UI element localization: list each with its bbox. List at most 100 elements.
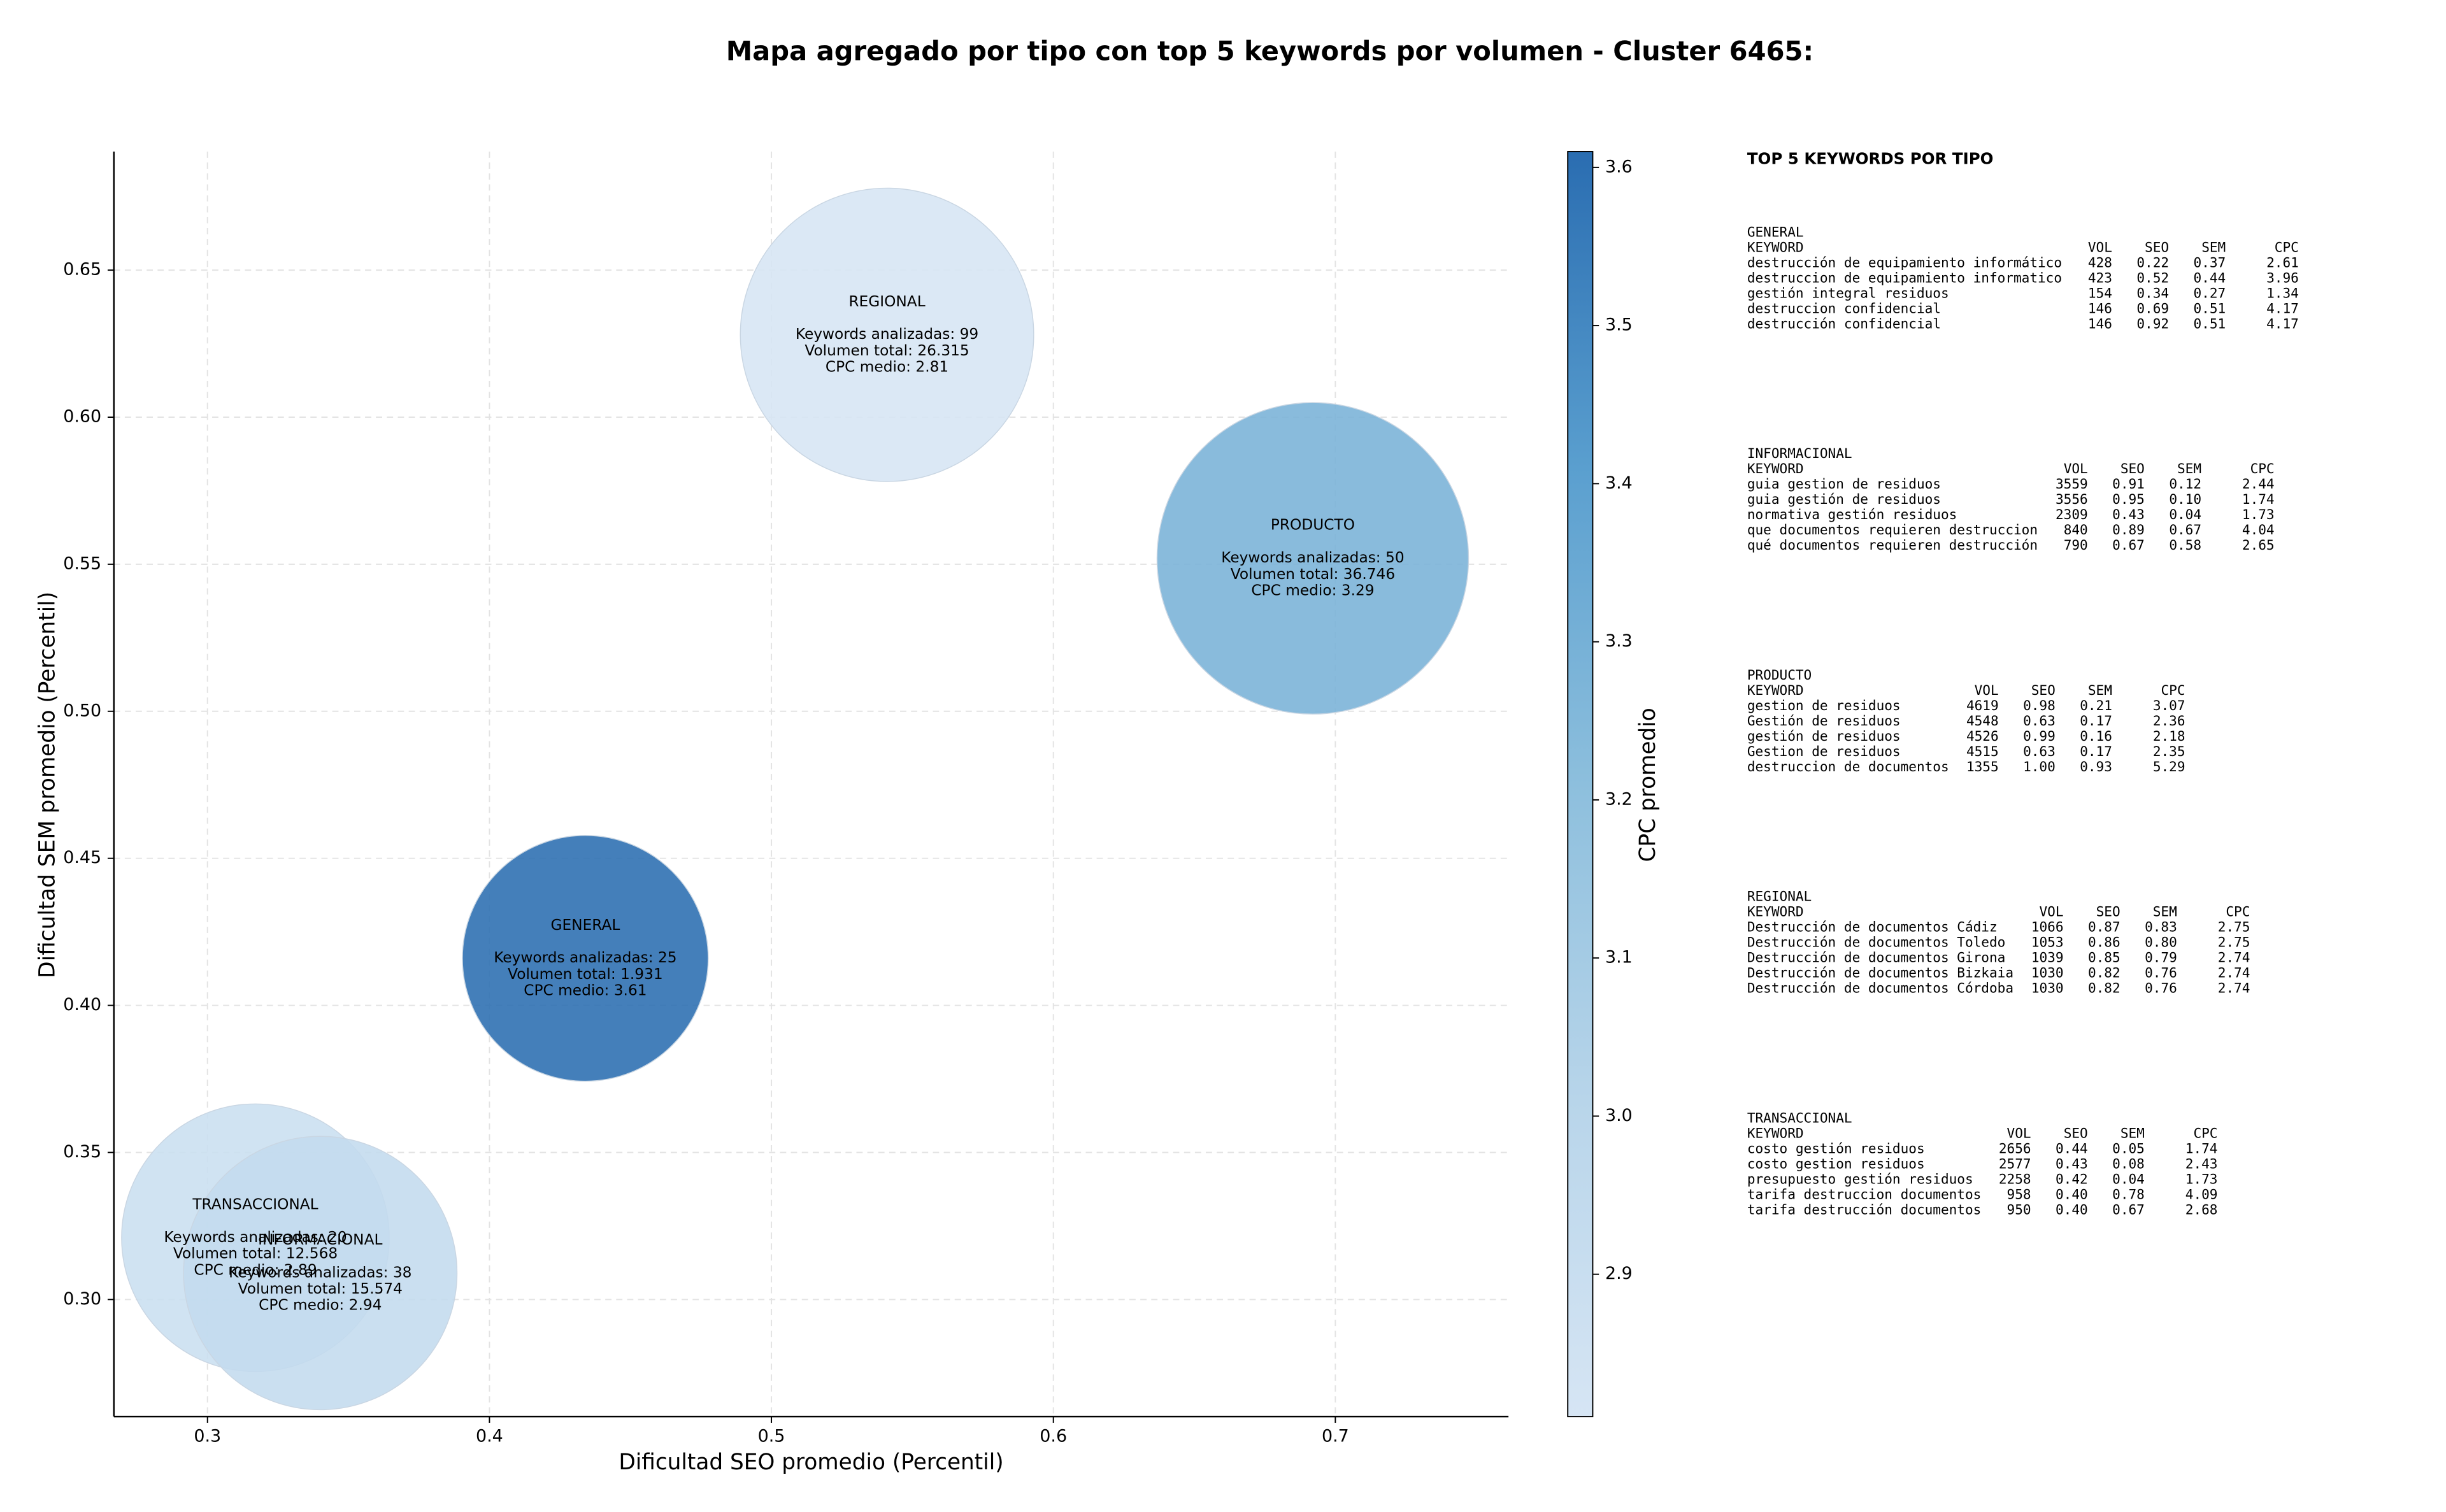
table-header: VOL xyxy=(2007,1125,2031,1141)
table-cell: 0.95 xyxy=(2112,491,2145,507)
table-cell: 2.74 xyxy=(2218,965,2250,981)
table-cell: Destrucción de documentos Cádiz xyxy=(1747,919,1998,935)
table-cell: destrucción confidencial xyxy=(1747,315,1941,331)
y-axis-label: Dificultad SEM promedio (Percentil) xyxy=(34,592,60,978)
table-cell: 5.29 xyxy=(2153,759,2185,774)
group-name: TRANSACCIONAL xyxy=(1747,1109,1852,1125)
table-cell: 0.93 xyxy=(2080,759,2112,774)
table-cell: 1.74 xyxy=(2185,1140,2218,1156)
table-cell: 0.76 xyxy=(2145,980,2177,996)
x-axis-label: Dificultad SEO promedio (Percentil) xyxy=(619,1450,1003,1475)
table-cell: 0.79 xyxy=(2145,950,2177,966)
y-tick-label: 0.65 xyxy=(63,260,101,280)
table-header: SEM xyxy=(2153,904,2177,920)
bubble xyxy=(740,187,1034,482)
table-cell: que documentos requieren destruccion xyxy=(1747,522,2038,538)
table-cell: 1.73 xyxy=(2242,506,2275,522)
table-cell: 2577 xyxy=(1999,1155,2031,1171)
colorbar-tick-label: 3.1 xyxy=(1605,948,1633,967)
table-cell: 0.67 xyxy=(2169,522,2201,538)
table-cell: 1030 xyxy=(2031,965,2064,981)
table-cell: 0.51 xyxy=(2194,315,2226,331)
table-cell: 1.74 xyxy=(2242,491,2275,507)
table-cell: Destrucción de documentos Córdoba xyxy=(1747,980,2013,996)
table-cell: 0.17 xyxy=(2080,713,2112,729)
bubble-annotation: Keywords analizadas: 38 xyxy=(229,1264,411,1281)
bubble-annotation: Keywords analizadas: 25 xyxy=(494,949,676,966)
table-cell: 4619 xyxy=(1966,697,1999,713)
table-header: KEYWORD xyxy=(1747,239,1804,255)
table-cell: guia gestión de residuos xyxy=(1747,491,1941,507)
table-cell: 2.35 xyxy=(2153,743,2185,759)
table-cell: 4.17 xyxy=(2266,315,2299,331)
bubble xyxy=(183,1136,458,1411)
table-cell: 2.68 xyxy=(2185,1201,2218,1217)
table-cell: Destrucción de documentos Toledo xyxy=(1747,934,2005,950)
table-cell: Destrucción de documentos Girona xyxy=(1747,950,2005,966)
panel-title: TOP 5 KEYWORDS POR TIPO xyxy=(1747,149,1994,168)
table-cell: 4.09 xyxy=(2185,1186,2218,1202)
table-cell: 0.08 xyxy=(2112,1155,2145,1171)
bubble-annotation: Keywords analizadas: 50 xyxy=(1221,549,1404,566)
table-cell: guia gestion de residuos xyxy=(1747,476,1941,492)
table-header: SEO xyxy=(2145,239,2169,255)
table-header: VOL xyxy=(1975,682,1999,698)
table-cell: 428 xyxy=(2088,254,2112,270)
table-cell: 1039 xyxy=(2031,950,2064,966)
table-cell: 0.82 xyxy=(2088,980,2121,996)
table-cell: 4515 xyxy=(1966,743,1999,759)
table-cell: 0.83 xyxy=(2145,919,2177,935)
table-header: VOL xyxy=(2039,904,2063,920)
bubble-annotation: Volumen total: 36.746 xyxy=(1231,566,1395,583)
table-header: SEO xyxy=(2064,1125,2088,1141)
table-cell: 0.67 xyxy=(2112,1201,2145,1217)
table-cell: gestión integral residuos xyxy=(1747,285,1949,301)
colorbar-tick-label: 3.0 xyxy=(1605,1106,1633,1125)
table-cell: 0.10 xyxy=(2169,491,2201,507)
table-cell: 0.98 xyxy=(2023,697,2056,713)
table-cell: 0.04 xyxy=(2112,1171,2145,1187)
bubble-annotation: Volumen total: 15.574 xyxy=(238,1280,403,1297)
table-cell: 2.75 xyxy=(2218,934,2250,950)
y-tick-label: 0.40 xyxy=(63,995,101,1015)
y-tick-label: 0.55 xyxy=(63,553,101,573)
table-cell: 0.40 xyxy=(2056,1186,2088,1202)
table-cell: 2656 xyxy=(1999,1140,2031,1156)
table-cell: 4.17 xyxy=(2266,300,2299,316)
table-cell: 0.40 xyxy=(2056,1201,2088,1217)
table-cell: 0.37 xyxy=(2194,254,2226,270)
y-tick-label: 0.60 xyxy=(63,407,101,427)
table-cell: 0.16 xyxy=(2080,728,2112,744)
bubble-annotation: Keywords analizadas: 99 xyxy=(796,325,978,343)
table-cell: 0.86 xyxy=(2088,934,2121,950)
bubble-annotation: CPC medio: 3.29 xyxy=(1251,582,1374,599)
table-header: SEM xyxy=(2121,1125,2145,1141)
group-name: GENERAL xyxy=(1747,224,1804,239)
table-cell: 2258 xyxy=(1999,1171,2031,1187)
table-cell: 0.99 xyxy=(2023,728,2056,744)
bubble-name: GENERAL xyxy=(550,916,620,934)
y-tick-label: 0.45 xyxy=(63,848,101,867)
table-cell: 0.91 xyxy=(2112,476,2145,492)
y-tick-label: 0.50 xyxy=(63,701,101,720)
colorbar-tick-label: 3.2 xyxy=(1605,789,1633,809)
table-cell: 154 xyxy=(2088,285,2112,301)
colorbar-tick-label: 3.5 xyxy=(1605,315,1633,335)
table-header: CPC xyxy=(2226,904,2250,920)
table-cell: tarifa destrucción documentos xyxy=(1747,1201,1981,1217)
x-tick-label: 0.3 xyxy=(194,1426,221,1446)
table-cell: destruccion confidencial xyxy=(1747,300,1941,316)
colorbar-tick-label: 3.6 xyxy=(1605,157,1633,176)
bubble-annotation: CPC medio: 2.81 xyxy=(826,359,948,376)
table-cell: 0.85 xyxy=(2088,950,2121,966)
table-cell: 0.27 xyxy=(2194,285,2226,301)
table-cell: 0.92 xyxy=(2136,315,2169,331)
bubble-annotation: CPC medio: 3.61 xyxy=(524,982,647,999)
table-cell: 2.61 xyxy=(2266,254,2299,270)
table-cell: 3.07 xyxy=(2153,697,2185,713)
colorbar-tick-label: 3.3 xyxy=(1605,631,1633,651)
table-cell: 1.73 xyxy=(2185,1171,2218,1187)
table-cell: 2.74 xyxy=(2218,980,2250,996)
table-header: VOL xyxy=(2064,460,2088,476)
